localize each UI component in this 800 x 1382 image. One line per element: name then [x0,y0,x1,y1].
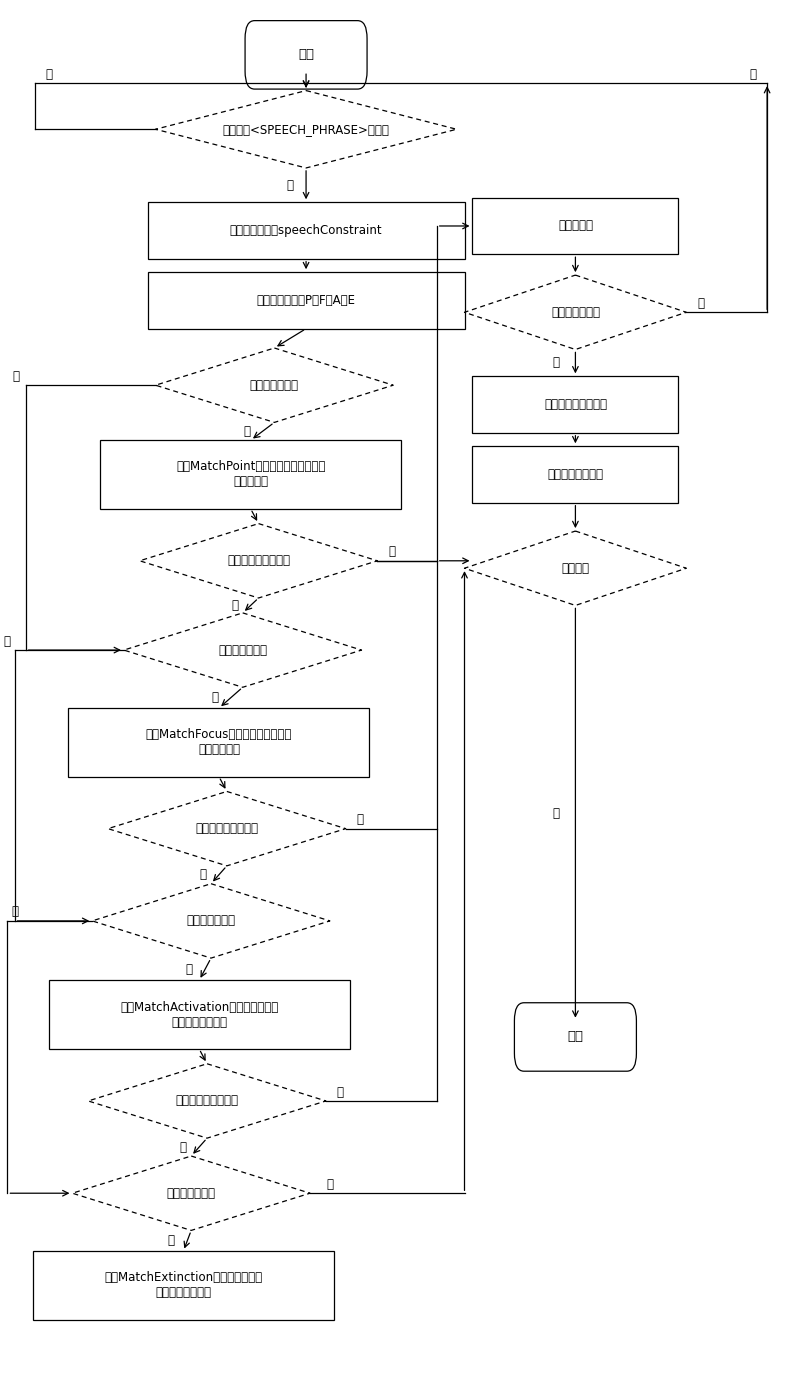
Text: 沉寂矩阵不为空: 沉寂矩阵不为空 [166,1187,216,1200]
Text: 所有指称都得到解析: 所有指称都得到解析 [195,822,258,835]
Text: 任务槽填充完整: 任务槽填充完整 [551,305,600,319]
Text: 否: 否 [199,868,206,882]
Text: 调用MatchExtinction，进行沉寂对象
与指称表示的匹配: 调用MatchExtinction，进行沉寂对象 与指称表示的匹配 [104,1271,262,1299]
FancyBboxPatch shape [245,21,367,88]
Text: 是: 是 [211,691,218,705]
FancyBboxPatch shape [514,1003,637,1071]
Text: 是: 是 [552,807,559,820]
Text: 调用MatchActivation，进行激活对象
与指称表示的匹配: 调用MatchActivation，进行激活对象 与指称表示的匹配 [120,1001,278,1028]
FancyBboxPatch shape [148,272,465,329]
Text: 结束: 结束 [567,1031,583,1043]
Text: 否: 否 [3,634,10,648]
Text: 是: 是 [357,813,363,826]
FancyBboxPatch shape [473,446,678,503]
Text: 否: 否 [180,1140,186,1154]
FancyBboxPatch shape [473,376,678,433]
Text: 调用MatchPoint，进行指点对象与指称
表示的匹配: 调用MatchPoint，进行指点对象与指称 表示的匹配 [176,460,326,488]
Text: 否: 否 [13,370,20,383]
Text: 所有指称都得到解析: 所有指称都得到解析 [227,554,290,567]
FancyBboxPatch shape [473,198,678,254]
Text: 聚焦矩阵不为空: 聚焦矩阵不为空 [218,644,267,656]
FancyBboxPatch shape [100,441,401,509]
Text: 填充任务槽: 填充任务槽 [558,220,593,232]
Text: 否: 否 [12,905,19,919]
Text: 是: 是 [286,178,294,192]
Text: 是: 是 [168,1234,175,1248]
Text: 否: 否 [750,68,756,80]
Text: 清空相关数据结构: 清空相关数据结构 [547,468,603,481]
FancyBboxPatch shape [148,202,465,258]
Text: 初始化匹配矩阵P、F、A、E: 初始化匹配矩阵P、F、A、E [257,294,355,307]
Text: 是: 是 [552,357,559,369]
Text: 是: 是 [337,1085,344,1099]
FancyBboxPatch shape [49,980,350,1049]
Text: 是: 是 [388,546,395,558]
Text: 是: 是 [186,963,193,976]
Text: 一个语句<SPEECH_PHRASE>被识别: 一个语句<SPEECH_PHRASE>被识别 [222,123,390,135]
FancyBboxPatch shape [33,1251,334,1320]
Text: 否: 否 [697,297,704,310]
Text: 填充语音约束集speechConstraint: 填充语音约束集speechConstraint [230,224,382,236]
Text: 激活矩阵不为空: 激活矩阵不为空 [186,915,235,927]
Text: 生成系统可执行命令: 生成系统可执行命令 [544,398,607,410]
Text: 程序退出: 程序退出 [562,561,590,575]
Text: 指点矩阵不为空: 指点矩阵不为空 [250,379,299,391]
Text: 否: 否 [326,1177,334,1191]
Text: 否: 否 [231,598,238,612]
Text: 所有指称都得到解析: 所有指称都得到解析 [175,1095,238,1107]
Text: 是: 是 [243,424,250,438]
Text: 开始: 开始 [298,48,314,61]
FancyBboxPatch shape [69,708,370,777]
Text: 调用MatchFocus，进行聚焦对象与指
称表示的匹配: 调用MatchFocus，进行聚焦对象与指 称表示的匹配 [146,728,292,756]
Text: 否: 否 [46,68,53,80]
